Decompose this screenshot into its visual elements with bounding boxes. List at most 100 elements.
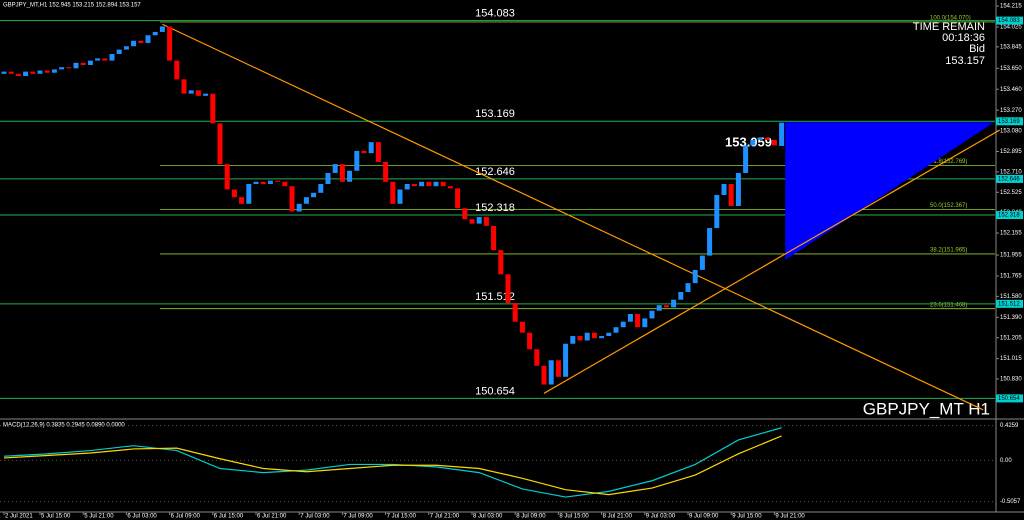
- y-tick-label: 154.215: [1000, 4, 1022, 10]
- level-box-label: 152.646: [998, 177, 1020, 183]
- candle-body: [483, 217, 489, 226]
- fib-label: 50.0(152.367): [930, 203, 967, 209]
- y-tick-label: 153.080: [1000, 129, 1022, 135]
- level-box-label: 150.654: [998, 396, 1020, 402]
- level-box: [996, 394, 1023, 403]
- candle-body: [505, 274, 511, 303]
- candle-body: [764, 137, 770, 140]
- candle-body: [491, 225, 497, 251]
- candle-body: [217, 123, 223, 165]
- candle-body: [469, 219, 475, 224]
- candle-body: [102, 58, 108, 61]
- macd-line: [3, 427, 782, 498]
- macd-tick-label: 0.00: [1000, 458, 1012, 464]
- candle-body: [289, 186, 295, 212]
- candle-body: [311, 192, 317, 198]
- candle-body: [462, 208, 468, 220]
- candle-body: [606, 332, 612, 337]
- y-tick-label: 152.525: [1000, 190, 1022, 196]
- candle-body: [224, 164, 230, 190]
- y-tick-label: 153.460: [1000, 87, 1022, 93]
- symbol-label: GBPJPY_MT H1: [863, 399, 990, 418]
- candle-body: [80, 62, 86, 66]
- x-tick-label: 9 Jul 09:00: [689, 514, 719, 520]
- candle-body: [779, 122, 785, 146]
- candle-body: [59, 67, 65, 70]
- candle-body: [512, 302, 518, 322]
- y-tick-label: 151.390: [1000, 315, 1022, 321]
- candle-body: [8, 71, 14, 74]
- candle-body: [728, 183, 734, 207]
- candle-body: [570, 336, 576, 344]
- candle-body: [584, 332, 590, 341]
- candle-body: [275, 180, 281, 182]
- level-box-label: 151.512: [998, 301, 1020, 307]
- candle-body: [347, 170, 353, 182]
- candle-body: [174, 60, 180, 80]
- x-tick-label: 6 Jul 03:00: [127, 514, 157, 520]
- y-tick-label: 153.845: [1000, 44, 1022, 50]
- candle-body: [613, 327, 619, 333]
- candle-body: [145, 35, 151, 43]
- candle-body: [131, 40, 137, 47]
- y-tick-label: 151.580: [1000, 294, 1022, 300]
- candle-body: [37, 70, 43, 74]
- x-tick-label: 9 Jul 03:00: [646, 514, 676, 520]
- y-tick-label: 153.270: [1000, 108, 1022, 114]
- candle-body: [181, 79, 187, 94]
- triangle: [785, 122, 994, 261]
- candle-body: [714, 195, 720, 229]
- x-tick-label: 7 Jul 15:00: [387, 514, 417, 520]
- candle-body: [260, 181, 266, 184]
- x-tick-label: 8 Jul 15:00: [559, 514, 589, 520]
- candle-body: [109, 53, 115, 61]
- level-box-label: 152.318: [998, 213, 1020, 219]
- x-tick-label: 8 Jul 03:00: [473, 514, 503, 520]
- y-tick-label: 151.015: [1000, 356, 1022, 362]
- x-tick-label: 9 Jul 15:00: [732, 514, 762, 520]
- current-price: 153.059: [725, 134, 772, 149]
- candle-body: [707, 228, 713, 256]
- candle-body: [318, 183, 324, 193]
- candle-body: [210, 93, 216, 124]
- level-box-label: 153.169: [998, 119, 1020, 125]
- y-tick-label: 154.025: [1000, 25, 1022, 31]
- candle-body: [231, 189, 237, 198]
- candle-body: [303, 197, 309, 204]
- candle-body: [195, 90, 201, 96]
- candle-body: [188, 90, 194, 94]
- y-tick-label: 152.155: [1000, 231, 1022, 237]
- x-tick-label: 8 Jul 09:00: [516, 514, 546, 520]
- candle-body: [642, 318, 648, 328]
- candle-body: [656, 305, 662, 311]
- level-box: [996, 174, 1023, 183]
- level-label: 153.169: [475, 108, 515, 120]
- candle-body: [253, 181, 259, 184]
- candle-body: [599, 336, 605, 339]
- candle-body: [541, 365, 547, 385]
- candle-body: [678, 291, 684, 300]
- candle-body: [771, 139, 777, 146]
- x-tick-label: 6 Jul 21:00: [257, 514, 287, 520]
- time-remain: 00:18:36: [942, 32, 985, 44]
- bid-label: Bid: [969, 43, 985, 55]
- candle-body: [426, 181, 432, 187]
- candle-body: [591, 332, 597, 339]
- x-tick-label: 6 Jul 15:00: [214, 514, 244, 520]
- candle-body: [44, 70, 50, 73]
- candle-body: [404, 183, 410, 190]
- x-tick-label: 7 Jul 03:00: [300, 514, 330, 520]
- candle-body: [167, 26, 173, 61]
- candle-body: [239, 197, 245, 204]
- candle-body: [757, 137, 763, 140]
- x-tick-label: 7 Jul 09:00: [343, 514, 373, 520]
- candle-body: [519, 321, 525, 333]
- candle-body: [375, 142, 381, 162]
- candle-body: [15, 73, 21, 77]
- candle-body: [671, 299, 677, 308]
- candle-body: [87, 60, 93, 66]
- candle-body: [354, 150, 360, 171]
- candle-body: [267, 180, 273, 184]
